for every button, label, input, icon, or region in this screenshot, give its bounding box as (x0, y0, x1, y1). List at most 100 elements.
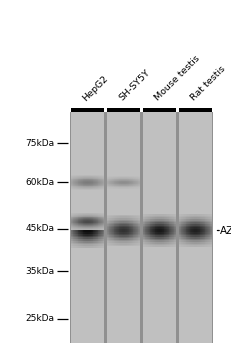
Bar (86, 236, 87, 237)
Bar (138, 180, 139, 181)
Bar (106, 221, 107, 223)
Bar (148, 214, 149, 216)
Bar (131, 186, 132, 187)
Bar (139, 179, 140, 180)
Bar (99, 243, 100, 244)
Bar (171, 225, 172, 227)
Bar (98, 231, 99, 232)
Bar (161, 220, 162, 222)
Bar (125, 229, 126, 231)
Bar (90, 178, 91, 180)
Bar (86, 225, 87, 226)
Bar (80, 239, 81, 241)
Bar (72, 189, 73, 190)
Bar (181, 227, 182, 229)
Bar (180, 245, 181, 247)
Bar (73, 229, 74, 230)
Bar (122, 235, 123, 237)
Bar (160, 220, 161, 222)
Bar (89, 225, 90, 227)
Bar (87, 219, 88, 220)
Bar (77, 189, 78, 190)
Bar (82, 213, 83, 214)
Bar (126, 232, 127, 233)
Bar (120, 176, 121, 177)
Bar (131, 231, 132, 232)
Bar (174, 214, 175, 216)
Bar (102, 227, 103, 228)
Bar (182, 220, 183, 222)
Bar (134, 223, 135, 224)
Bar (131, 241, 132, 243)
Bar (137, 184, 138, 185)
Bar (209, 216, 210, 217)
Bar (153, 245, 154, 247)
Bar (133, 215, 134, 216)
Bar (204, 231, 205, 232)
Bar (130, 237, 131, 238)
Bar (111, 229, 112, 231)
Bar (158, 232, 159, 234)
Bar (115, 229, 116, 231)
Bar (112, 186, 113, 187)
Bar (147, 225, 148, 227)
Bar (167, 227, 168, 229)
Bar (119, 229, 120, 231)
Bar (121, 176, 122, 177)
Bar (74, 214, 75, 215)
Bar (142, 236, 143, 237)
Bar (127, 223, 128, 224)
Bar (160, 225, 161, 227)
Bar (84, 222, 85, 224)
Bar (143, 234, 144, 236)
Bar (162, 220, 163, 222)
Bar (128, 221, 129, 223)
Bar (79, 182, 80, 183)
Bar (92, 222, 93, 224)
Bar (103, 239, 104, 241)
Bar (170, 240, 171, 242)
Bar (119, 224, 120, 226)
Bar (74, 182, 75, 183)
Bar (97, 226, 98, 227)
Bar (89, 182, 90, 183)
Bar (106, 108, 140, 112)
Bar (75, 217, 76, 218)
Bar (83, 237, 84, 239)
Bar (72, 234, 73, 236)
Bar (156, 224, 157, 225)
Bar (114, 178, 115, 179)
Bar (92, 217, 93, 218)
Bar (77, 217, 78, 218)
Bar (98, 189, 99, 190)
Bar (122, 228, 123, 229)
Bar (200, 220, 201, 222)
Bar (127, 184, 128, 185)
Bar (170, 242, 171, 244)
Bar (172, 242, 173, 244)
Bar (168, 229, 169, 231)
Bar (116, 187, 117, 188)
Bar (85, 214, 86, 215)
Bar (118, 240, 119, 242)
Bar (200, 227, 201, 229)
Bar (71, 220, 72, 221)
Bar (78, 182, 79, 183)
Bar (89, 224, 90, 225)
Bar (74, 184, 75, 185)
Bar (85, 185, 86, 186)
Bar (110, 177, 111, 178)
Bar (125, 180, 126, 181)
Bar (124, 237, 125, 238)
Bar (83, 188, 84, 189)
Bar (99, 224, 100, 225)
Bar (156, 219, 157, 220)
Bar (167, 220, 168, 222)
Bar (119, 223, 120, 224)
Bar (208, 234, 209, 236)
Bar (126, 235, 127, 237)
Bar (125, 243, 126, 245)
Bar (160, 234, 161, 236)
Bar (118, 235, 119, 237)
Bar (131, 224, 132, 226)
